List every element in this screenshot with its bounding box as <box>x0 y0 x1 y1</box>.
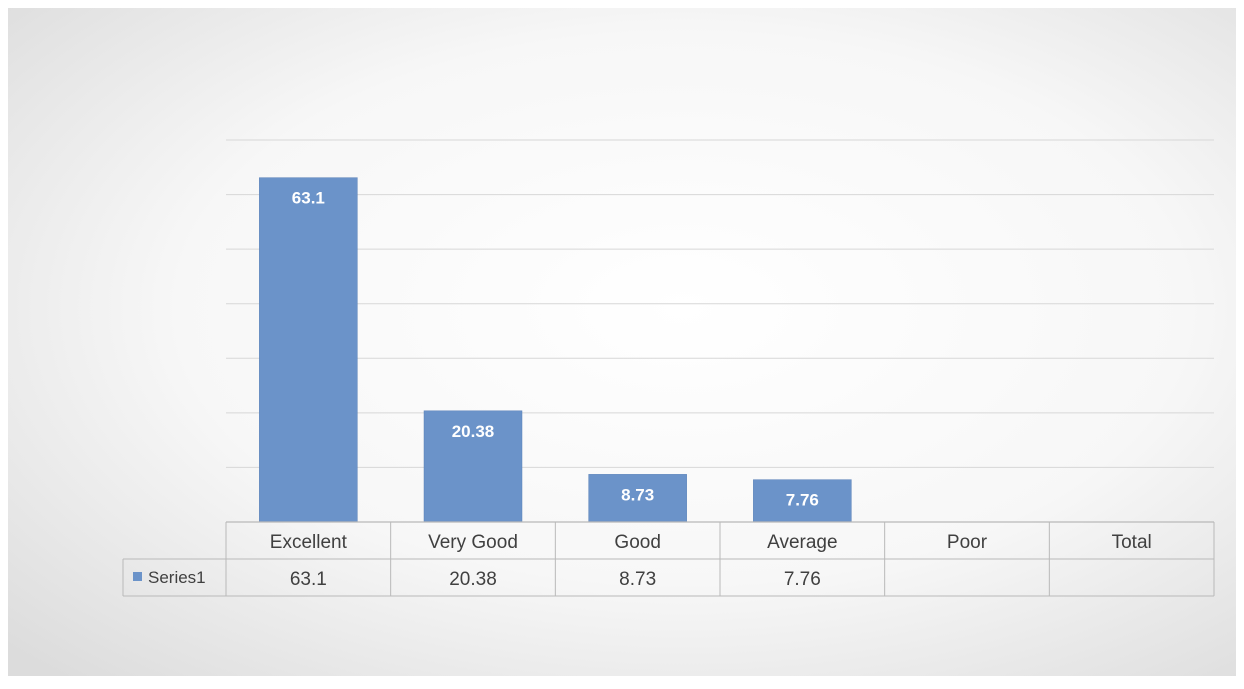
bar-data-label: 8.73 <box>621 485 654 504</box>
chart-background <box>8 8 1236 676</box>
category-label: Excellent <box>270 532 348 553</box>
bar-very-good <box>423 410 523 523</box>
bar-data-label: 7.76 <box>786 491 819 510</box>
bar-excellent <box>259 177 358 523</box>
bar-good <box>588 474 687 523</box>
bar-data-label: 20.38 <box>452 422 495 441</box>
table-value-cell: 7.76 <box>784 569 821 590</box>
table-value-cell: 8.73 <box>619 569 656 590</box>
table-value-cell: 20.38 <box>449 569 497 590</box>
category-label: Very Good <box>428 532 518 553</box>
legend-series-name: Series1 <box>148 568 206 587</box>
bar-data-label: 63.1 <box>292 189 325 208</box>
category-label: Good <box>614 532 660 553</box>
legend-key <box>133 572 142 581</box>
category-label: Average <box>767 532 837 553</box>
table-value-cell: 63.1 <box>290 569 327 590</box>
category-label: Total <box>1112 532 1152 553</box>
category-label: Poor <box>947 532 988 553</box>
